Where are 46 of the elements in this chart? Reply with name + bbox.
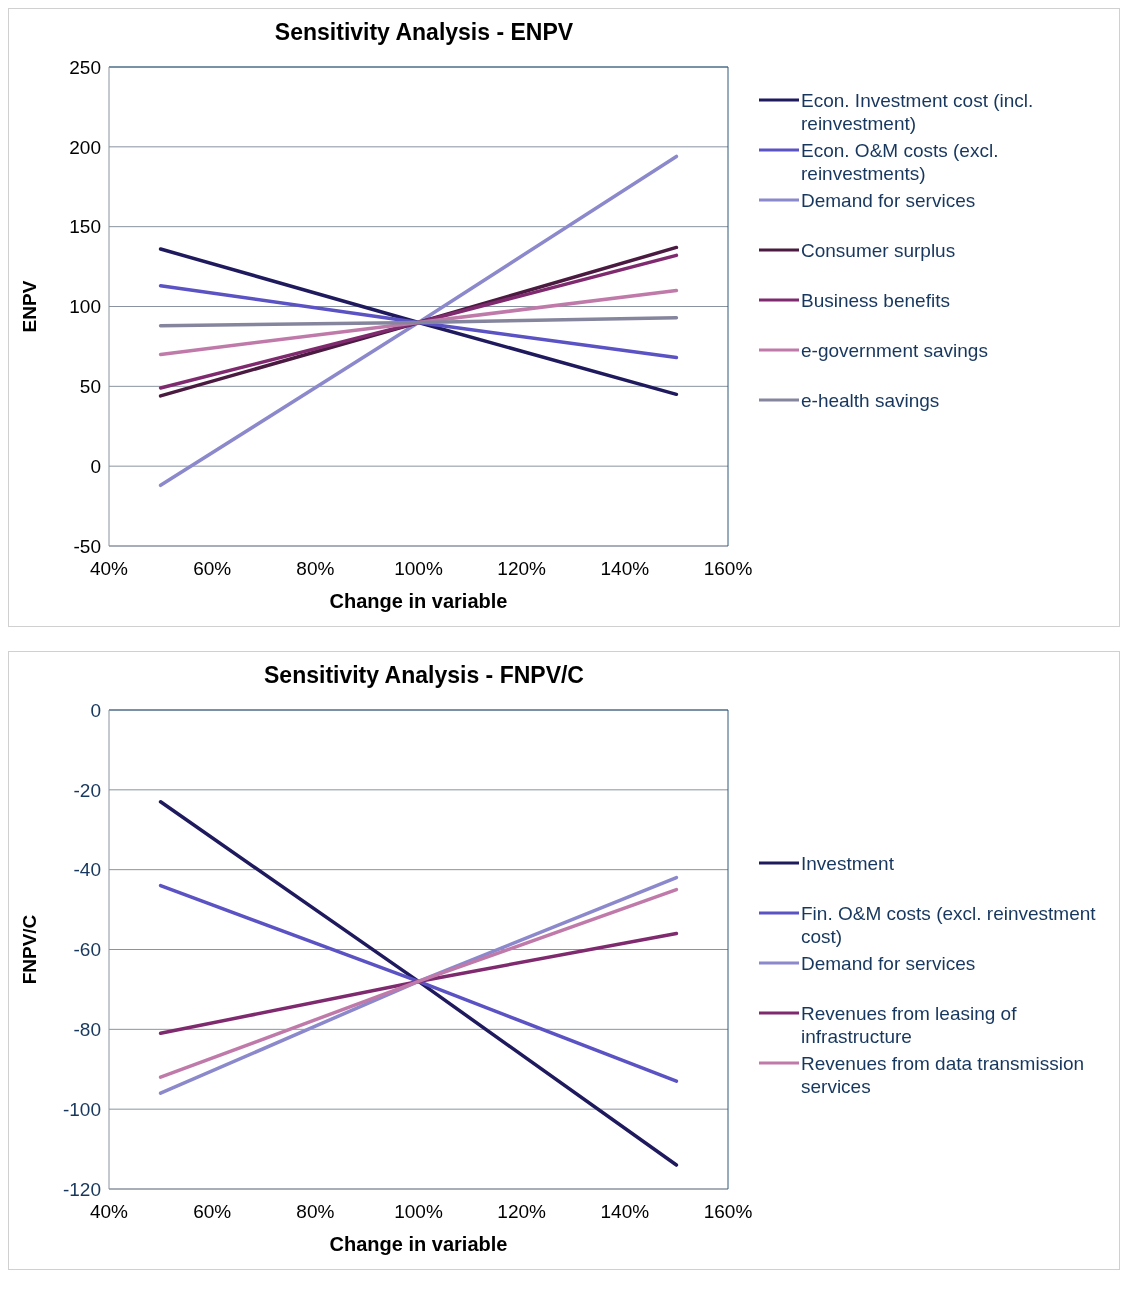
- x-tick-label: 80%: [296, 558, 335, 580]
- y-tick-label: 150: [69, 216, 101, 238]
- x-tick-label: 40%: [89, 558, 129, 580]
- legend-label: e-health savings: [801, 389, 941, 412]
- y-tick-label: -50: [73, 535, 101, 557]
- x-axis-title: Change in variable: [329, 1233, 508, 1255]
- x-tick-label: 100%: [394, 1201, 443, 1223]
- x-tick-label: 160%: [703, 1201, 753, 1223]
- y-tick-label: 0: [90, 699, 101, 721]
- x-tick-label: 100%: [394, 558, 443, 580]
- y-tick-label: -100: [62, 1098, 101, 1120]
- legend-label: Econ. O&M costs (excl. reinvestments): [801, 139, 1000, 185]
- legend-label: Demand for services: [801, 952, 977, 975]
- y-tick-label: -120: [62, 1178, 101, 1200]
- x-tick-label: 60%: [193, 558, 232, 580]
- x-tick-label: 40%: [89, 1201, 129, 1223]
- x-tick-label: 80%: [296, 1201, 335, 1223]
- y-tick-label: 250: [69, 56, 101, 78]
- legend-label: Business benefits: [801, 289, 951, 312]
- y-tick-label: -20: [73, 779, 101, 801]
- legend-label: Revenues from leasing of infrastructure: [801, 1002, 1018, 1048]
- x-tick-label: 160%: [703, 558, 753, 580]
- legend-label: Revenues from data transmission services: [801, 1052, 1085, 1098]
- x-tick-label: 140%: [600, 558, 650, 580]
- chart-title: Sensitivity Analysis - FNPV/C: [263, 661, 585, 689]
- legend-label: Demand for services: [801, 189, 977, 212]
- legend-label: Econ. Investment cost (incl. reinvestment): [801, 89, 1035, 135]
- legend-label: Investment: [801, 852, 895, 875]
- y-tick-label: -40: [73, 859, 101, 881]
- y-axis-title: ENPV: [18, 280, 40, 333]
- y-axis-title: FNPV/C: [18, 914, 40, 985]
- y-tick-label: -60: [73, 939, 101, 961]
- x-tick-label: 120%: [497, 558, 547, 580]
- x-tick-label: 60%: [193, 1201, 232, 1223]
- y-tick-label: 200: [69, 136, 101, 158]
- y-tick-label: 100: [69, 296, 101, 318]
- legend-label: e-government savings: [801, 339, 989, 362]
- legend-label: Fin. O&M costs (excl. reinvestment cost): [801, 902, 1097, 948]
- x-tick-label: 140%: [600, 1201, 650, 1223]
- x-axis-title: Change in variable: [329, 590, 508, 612]
- y-tick-label: -80: [73, 1019, 101, 1041]
- chart-title: Sensitivity Analysis - ENPV: [273, 18, 575, 46]
- x-tick-label: 120%: [497, 1201, 547, 1223]
- legend-label: Consumer surplus: [801, 239, 957, 262]
- y-tick-label: 0: [90, 455, 101, 477]
- y-tick-label: 50: [79, 376, 101, 398]
